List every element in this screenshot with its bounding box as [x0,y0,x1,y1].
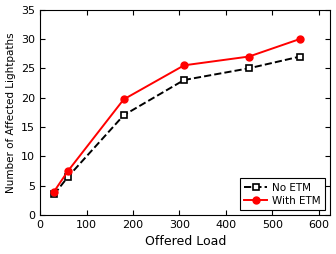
Line: With ETM: With ETM [50,36,304,195]
With ETM [182,64,186,67]
With ETM [66,169,70,172]
No ETM [122,114,126,117]
No ETM [247,67,251,70]
Line: No ETM: No ETM [50,53,304,198]
No ETM [66,175,70,178]
With ETM [298,37,302,40]
No ETM [182,78,186,82]
With ETM [247,55,251,58]
Legend: No ETM, With ETM: No ETM, With ETM [240,178,325,210]
With ETM [122,98,126,101]
No ETM [298,55,302,58]
Y-axis label: Number of Affected Lightpaths: Number of Affected Lightpaths [6,32,15,193]
With ETM [52,190,56,193]
No ETM [52,193,56,196]
X-axis label: Offered Load: Offered Load [144,235,226,248]
